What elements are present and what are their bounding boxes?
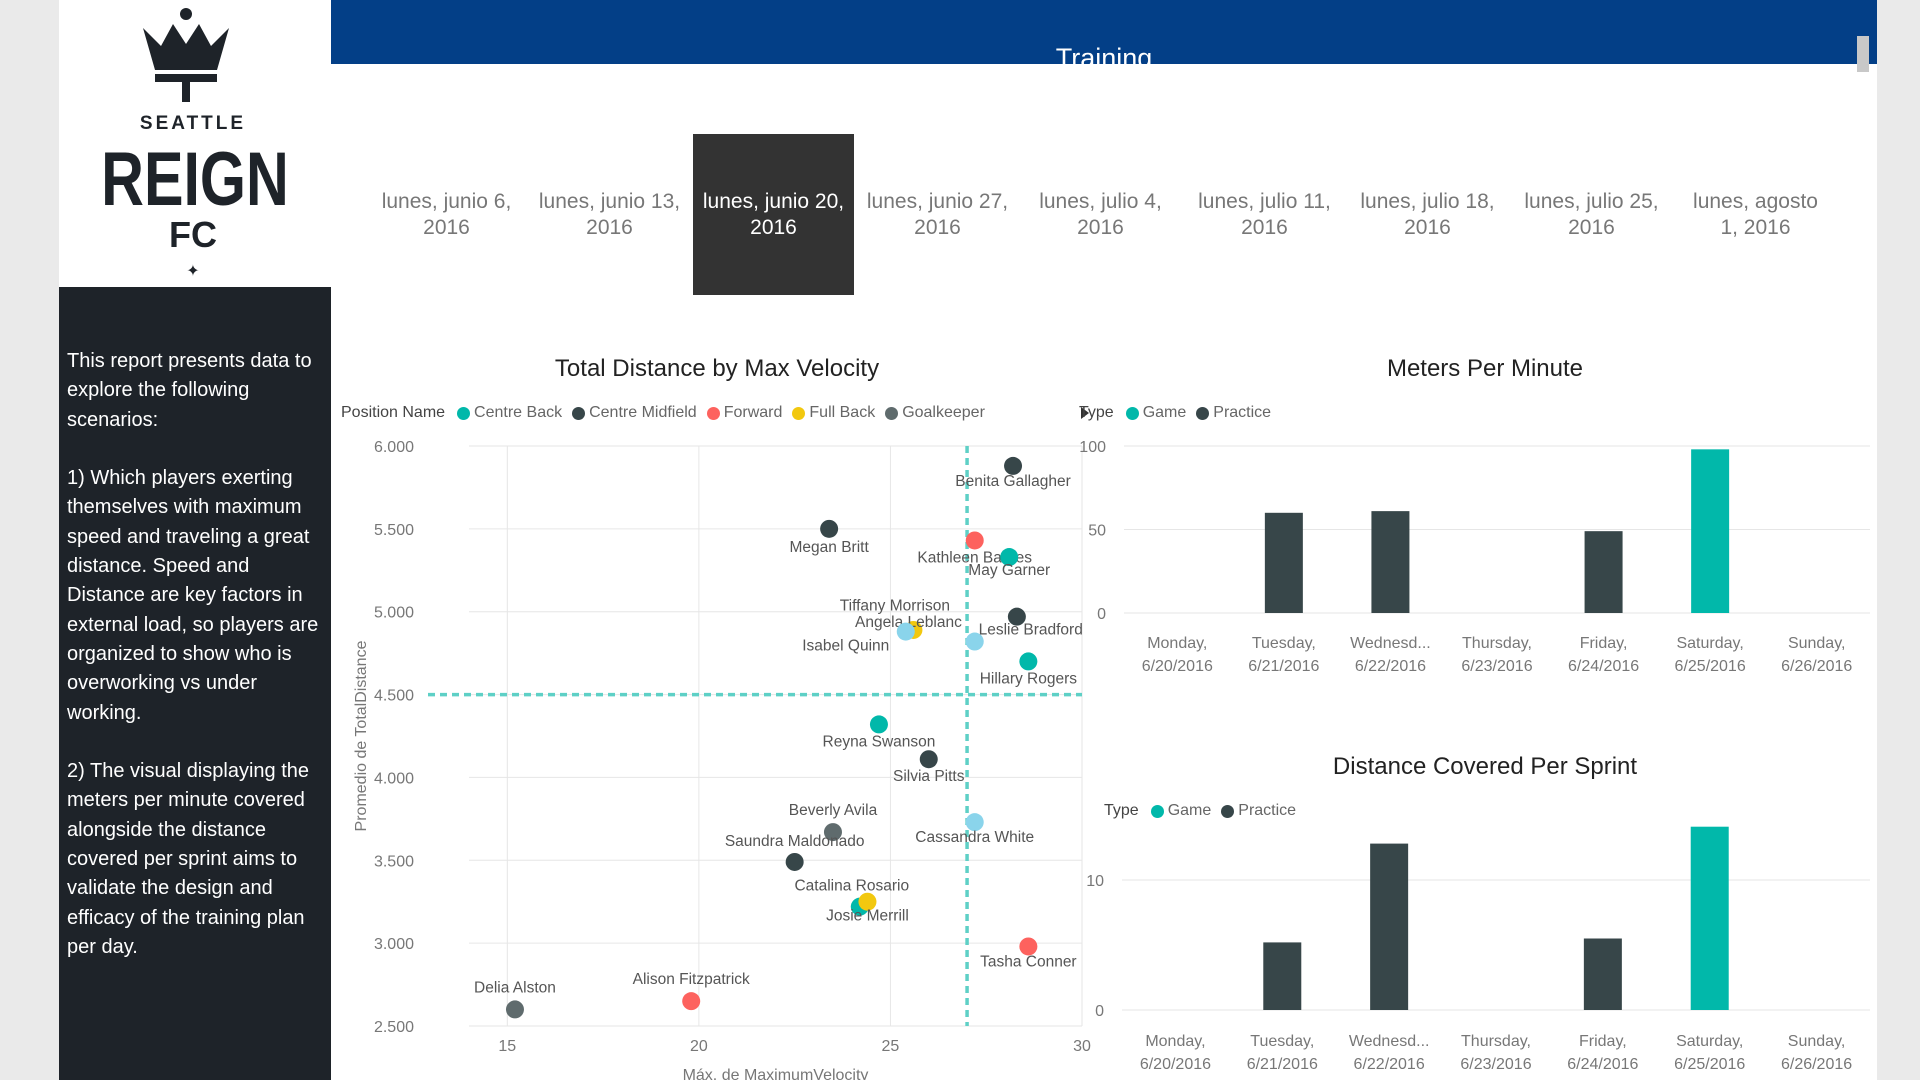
scatter-legend: Position Name Centre Back Centre Midfield F… (341, 404, 995, 422)
legend-item[interactable]: Practice (1221, 802, 1296, 820)
legend-item[interactable]: Practice (1196, 404, 1271, 422)
logo-graphic: SEATTLE REIGN FC ✦ (101, 8, 289, 280)
page-header: Training (331, 0, 1877, 64)
week-option[interactable]: lunes, junio 6, 2016 (381, 189, 512, 239)
legend-dot-icon (706, 406, 720, 420)
scrollbar-thumb[interactable] (1857, 36, 1869, 72)
legend-item[interactable]: Game (1150, 802, 1212, 820)
team-logo: SEATTLE REIGN FC ✦ (59, 0, 331, 287)
report-description: This report presents data to explore the… (67, 350, 319, 958)
week-option[interactable]: lunes, junio 20, 2016 (693, 134, 854, 295)
legend-label: Game (1142, 404, 1187, 421)
legend-dot-icon (885, 406, 899, 420)
week-option[interactable]: lunes, julio 4, 2016 (1039, 189, 1162, 239)
sidebar: This report presents data to explore the… (59, 287, 331, 1080)
legend-label: Centre Back (474, 404, 563, 421)
legend-dot-icon (1221, 804, 1235, 818)
mpm-legend: Type Game Practice (1079, 404, 1281, 422)
week-option[interactable]: lunes, junio 27, 2016 (866, 189, 1009, 239)
legend-dot-icon (572, 406, 586, 420)
legend-label: Full Back (809, 404, 876, 421)
logo-text-fc: FC (169, 214, 217, 255)
legend-item[interactable]: Forward (706, 404, 783, 422)
legend-dot-icon (1196, 406, 1210, 420)
legend-item[interactable]: Centre Midfield (572, 404, 697, 422)
page-title: Training (1055, 43, 1153, 64)
week-option[interactable]: lunes, julio 18, 2016 (1360, 189, 1495, 239)
legend-item[interactable]: Centre Back (457, 404, 562, 422)
legend-label: Practice (1238, 802, 1297, 819)
legend-dot-icon (457, 406, 471, 420)
logo-text-reign: REIGN (101, 137, 289, 222)
legend-item[interactable]: Goalkeeper (885, 404, 985, 422)
legend-item[interactable]: Full Back (792, 404, 875, 422)
crown-icon (143, 24, 229, 82)
legend-dot-icon (792, 406, 806, 420)
scatter-title: Total Distance by Max Velocity (554, 355, 880, 382)
legend-dot-icon (1150, 804, 1164, 818)
legend-title: Type (1079, 404, 1114, 421)
week-option[interactable]: lunes, junio 13, 2016 (538, 189, 681, 239)
week-option[interactable]: lunes, julio 11, 2016 (1198, 189, 1331, 239)
sprint-title: Distance Covered Per Sprint (1332, 753, 1638, 780)
legend-title: Type (1104, 802, 1139, 819)
legend-label: Forward (723, 404, 783, 421)
legend-dot-icon (1125, 406, 1139, 420)
legend-item[interactable]: Game (1125, 404, 1187, 422)
mpm-title: Meters Per Minute (1386, 355, 1584, 382)
sprint-legend: Type Game Practice (1104, 802, 1306, 820)
legend-label: Practice (1213, 404, 1272, 421)
legend-label: Game (1167, 802, 1212, 819)
week-option[interactable]: lunes, julio 25, 2016 (1524, 189, 1659, 239)
week-option[interactable]: lunes, agosto 1, 2016 (1693, 189, 1818, 239)
logo-text-seattle: SEATTLE (140, 113, 246, 134)
legend-label: Goalkeeper (902, 404, 985, 421)
legend-title: Position Name (341, 404, 446, 421)
star-icon: ✦ (186, 263, 199, 280)
legend-label: Centre Midfield (589, 404, 697, 421)
